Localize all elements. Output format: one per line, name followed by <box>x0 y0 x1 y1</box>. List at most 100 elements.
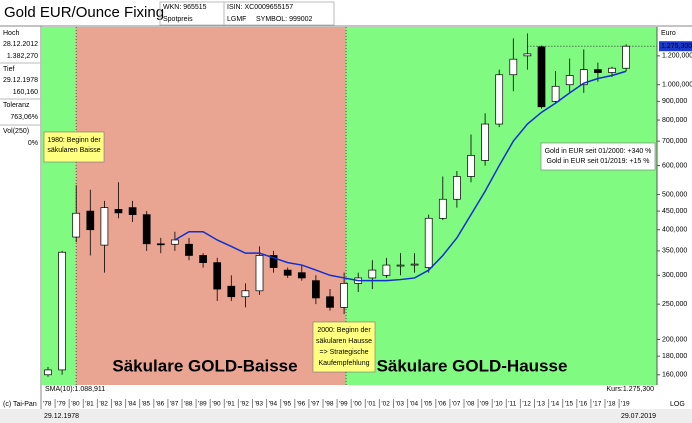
x-tick-label: '82 <box>99 401 108 408</box>
candle-down <box>199 255 207 263</box>
x-tick-label: '91 <box>226 401 235 408</box>
candle-up <box>424 217 433 268</box>
y-tick-label: 800,000 <box>662 117 687 124</box>
stat: Hoch <box>3 30 19 37</box>
info-box <box>223 1 335 26</box>
x-tick-label: '03 <box>396 401 405 408</box>
region <box>76 27 347 385</box>
y-tick-label: 700,000 <box>662 138 687 145</box>
annotation-text: 1980: Beginn der <box>47 137 101 144</box>
x-tick-label: '19 <box>621 401 630 408</box>
x-tick-label: '15 <box>565 401 574 408</box>
region-label: Säkulare GOLD-Baisse <box>112 356 297 375</box>
y-tick-label: 160,000 <box>662 372 687 379</box>
candle-down <box>312 280 320 299</box>
stat: 160,160 <box>13 89 38 96</box>
x-tick-label: '84 <box>128 401 137 408</box>
x-tick-label: '92 <box>240 401 249 408</box>
x-tick-label: '99 <box>339 401 348 408</box>
annotation-text: Kaufempfehlung <box>319 360 370 367</box>
candle-up <box>72 212 81 238</box>
annotation-text: säkularen Hausse <box>316 338 372 345</box>
x-tick-label: '98 <box>325 401 334 408</box>
candle-up <box>467 155 475 177</box>
copyright: (c) Tai-Pan <box>3 401 37 408</box>
x-tick-label: '81 <box>85 401 94 408</box>
start-date: 29.12.1978 <box>44 413 79 420</box>
x-tick-label: '06 <box>438 401 447 408</box>
footer-bar <box>0 409 692 423</box>
stat: Vol(250) <box>3 128 29 135</box>
x-tick-label: '86 <box>156 401 165 408</box>
candle-up <box>481 123 489 161</box>
candle-up <box>368 269 377 279</box>
x-tick-label: '90 <box>212 401 221 408</box>
x-tick-label: '78 <box>43 401 52 408</box>
y-tick-label: 500,000 <box>662 191 687 198</box>
stat: 763,06% <box>10 114 38 121</box>
candle-down <box>213 262 222 290</box>
y-tick-label: 600,000 <box>662 162 687 169</box>
candle-down <box>227 285 236 298</box>
x-tick-label: '16 <box>579 401 588 408</box>
candle-down <box>185 243 193 256</box>
x-tick-label: '85 <box>142 401 151 408</box>
candle-down <box>156 243 165 246</box>
y-tick-label: 450,000 <box>662 208 687 215</box>
candle-down <box>86 210 95 231</box>
x-tick-label: '09 <box>480 401 489 408</box>
annotation-box <box>312 321 376 373</box>
x-tick-label: '12 <box>522 401 531 408</box>
candle-down <box>326 296 334 308</box>
stat: 0% <box>28 140 38 147</box>
region-label: Säkulare GOLD-Hausse <box>377 356 568 375</box>
x-tick-label: '04 <box>410 401 419 408</box>
candle-down <box>114 209 123 214</box>
x-tick-label: '00 <box>353 401 362 408</box>
candle-down <box>594 69 602 73</box>
y-tick-label: 300,000 <box>662 272 687 279</box>
x-tick-label: '14 <box>551 401 560 408</box>
x-tick-label: '02 <box>381 401 390 408</box>
x-tick-label: '87 <box>170 401 179 408</box>
last-price-tag <box>659 41 692 52</box>
annotation-text: => Strategische <box>319 349 368 356</box>
annotation-text: säkularen Baisse <box>47 147 100 154</box>
y-tick-label: 1.200,000 <box>662 53 692 60</box>
x-tick-label: '11 <box>508 401 516 408</box>
annotation-text: Gold in EUR seit 01/2000: +340 % <box>545 148 652 155</box>
candle-down <box>142 214 151 245</box>
candle-down <box>297 272 306 279</box>
x-tick-label: '80 <box>71 401 80 408</box>
y-tick-label: 900,000 <box>662 98 687 105</box>
x-tick-label: '96 <box>297 401 306 408</box>
candle-up <box>551 85 560 102</box>
x-tick-label: '93 <box>255 401 264 408</box>
sma-label: SMA(10):1.088,911 <box>45 386 105 393</box>
candle-up <box>410 263 419 266</box>
candle-up <box>608 67 616 73</box>
candle-up <box>453 176 461 200</box>
candle-up <box>523 53 532 57</box>
x-tick-label: '95 <box>283 401 292 408</box>
candle-up <box>255 255 264 292</box>
exchange: LGMF <box>227 16 246 23</box>
candle-down <box>537 46 546 108</box>
x-tick-label: '79 <box>57 401 66 408</box>
x-tick-label: '13 <box>537 401 546 408</box>
annotation-box <box>43 131 105 163</box>
x-tick-label: '01 <box>367 401 376 408</box>
x-tick-label: '10 <box>494 401 503 408</box>
y-tick-label: 400,000 <box>662 227 687 234</box>
candle-up <box>622 45 630 69</box>
candle-up <box>438 198 447 219</box>
candle-up <box>100 207 109 246</box>
x-tick-label: '17 <box>593 401 602 408</box>
y-tick-label: 1.000,000 <box>662 82 692 89</box>
candle-up <box>579 69 588 86</box>
annotation-text: 2000: Beginn der <box>317 327 371 334</box>
end-date: 29.07.2019 <box>621 413 656 420</box>
y-axis-label: Euro <box>661 30 676 37</box>
title: Gold EUR/Ounce Fixing <box>4 4 164 21</box>
x-tick-label: '97 <box>311 401 320 408</box>
